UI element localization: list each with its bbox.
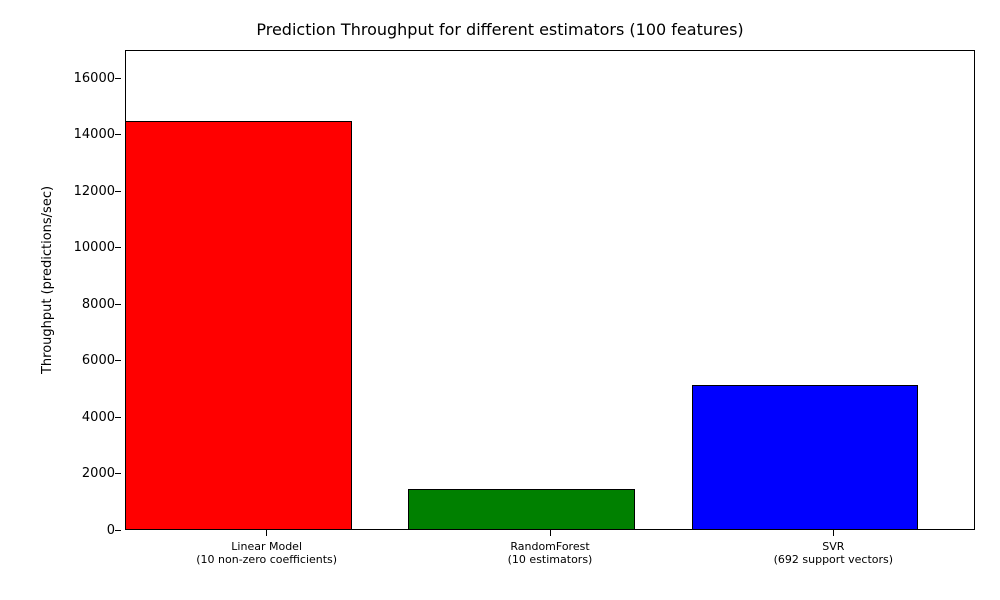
x-tick-label-line1: SVR xyxy=(822,540,844,553)
bar xyxy=(125,121,352,530)
x-tick: RandomForest(10 estimators) xyxy=(400,530,700,566)
figure: Prediction Throughput for different esti… xyxy=(0,0,1000,600)
x-tick: Linear Model(10 non-zero coefficients) xyxy=(117,530,417,566)
y-tick-label: 2000 xyxy=(65,466,115,481)
y-tick: 2000 xyxy=(65,466,125,481)
bar xyxy=(408,489,635,530)
y-tick-label: 10000 xyxy=(65,240,115,255)
y-tick-mark xyxy=(115,473,121,474)
chart-title: Prediction Throughput for different esti… xyxy=(0,20,1000,39)
y-axis-label: Throughput (predictions/sec) xyxy=(40,150,55,410)
y-tick-mark xyxy=(115,304,121,305)
x-tick-label-line2: (10 non-zero coefficients) xyxy=(196,553,337,566)
y-tick-mark xyxy=(115,78,121,79)
x-tick: SVR(692 support vectors) xyxy=(683,530,983,566)
y-tick-mark xyxy=(115,417,121,418)
y-tick-mark xyxy=(115,360,121,361)
x-tick-label-line2: (10 estimators) xyxy=(508,553,593,566)
y-tick-label: 4000 xyxy=(65,410,115,425)
y-tick-mark xyxy=(115,134,121,135)
x-tick-label-line1: Linear Model xyxy=(231,540,302,553)
x-tick-label-line2: (692 support vectors) xyxy=(774,553,893,566)
y-tick-label: 12000 xyxy=(65,184,115,199)
y-tick-mark xyxy=(115,247,121,248)
y-tick-label: 6000 xyxy=(65,353,115,368)
y-tick-label: 14000 xyxy=(65,127,115,142)
x-tick-mark xyxy=(266,530,267,536)
y-tick: 10000 xyxy=(65,240,125,255)
y-tick-label: 0 xyxy=(65,523,115,538)
y-tick-label: 16000 xyxy=(65,71,115,86)
x-tick-mark xyxy=(550,530,551,536)
x-tick-label-line1: RandomForest xyxy=(510,540,589,553)
y-tick-label: 8000 xyxy=(65,297,115,312)
y-tick: 16000 xyxy=(65,71,125,86)
x-tick-mark xyxy=(833,530,834,536)
y-tick: 4000 xyxy=(65,410,125,425)
y-tick: 6000 xyxy=(65,353,125,368)
y-tick-mark xyxy=(115,191,121,192)
y-tick: 12000 xyxy=(65,184,125,199)
y-tick: 8000 xyxy=(65,297,125,312)
y-tick: 14000 xyxy=(65,127,125,142)
bar xyxy=(692,385,919,530)
